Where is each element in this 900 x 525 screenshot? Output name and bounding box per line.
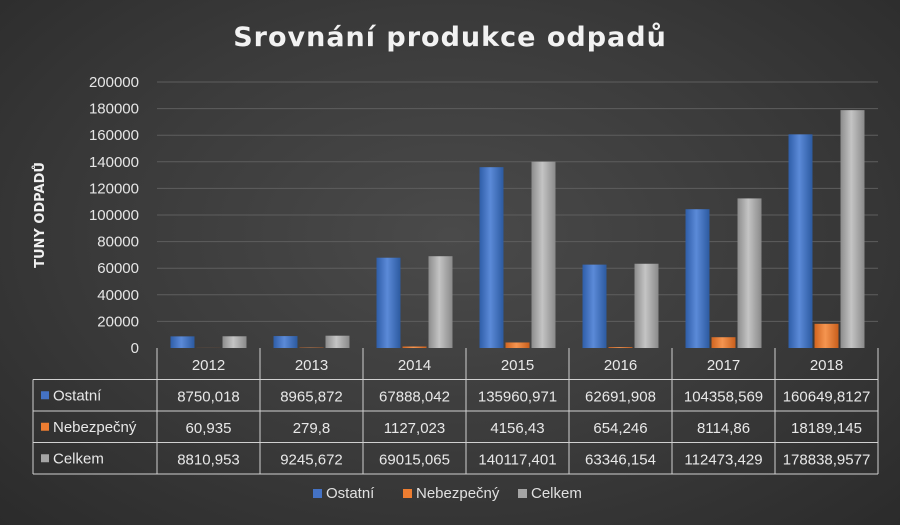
legend-key-nebezpečný (403, 489, 412, 498)
y-axis-ticks: 0 20000 40000 60000 80000 100000 120000 140000 1… (89, 74, 139, 357)
y-tick-label: 160000 (89, 127, 139, 144)
data-label: 9245,672 (280, 451, 343, 468)
legend-label: Celkem (531, 485, 582, 502)
data-label: 1127,023 (384, 420, 445, 437)
data-label: 135960,971 (478, 388, 557, 405)
data-label: 279,8 (293, 420, 331, 437)
y-axis-label: TUNY ODPADŮ (32, 162, 48, 268)
y-tick-label: 200000 (89, 74, 139, 91)
bar-nebezpečný-2014 (402, 346, 427, 348)
legend-label: Ostatní (326, 485, 375, 502)
legend: Ostatní Nebezpečný Celkem (313, 485, 582, 502)
y-tick-label: 140000 (89, 154, 139, 171)
y-tick-label: 0 (131, 340, 139, 357)
data-label: 18189,145 (791, 420, 862, 437)
data-label: 8810,953 (177, 451, 240, 468)
table-row-label: Celkem (53, 450, 104, 467)
legend-key-ostatní (313, 489, 322, 498)
bar-ostatní-2017 (685, 209, 710, 348)
data-table: 2012 2013 2014 2015 2016 2017 2018 Ostatní 8750,… (32, 348, 879, 475)
bar-celkem-2014 (428, 256, 453, 348)
bar-nebezpečný-2016 (608, 347, 633, 348)
y-tick-label: 180000 (89, 101, 139, 118)
gridlines (157, 81, 878, 322)
data-label: 654,246 (593, 420, 647, 437)
y-tick-label: 20000 (97, 313, 139, 330)
data-label: 8965,872 (280, 388, 343, 405)
bars (170, 110, 865, 348)
data-label: 69015,065 (379, 451, 450, 468)
x-tick-label: 2016 (604, 357, 637, 374)
data-label: 160649,8127 (783, 388, 871, 405)
data-label: 178838,9577 (783, 451, 871, 468)
x-tick-label: 2014 (398, 357, 431, 374)
table-row-label: Ostatní (53, 387, 102, 404)
y-tick-label: 60000 (97, 260, 139, 277)
bar-nebezpečný-2018 (814, 323, 839, 348)
legend-label: Nebezpečný (416, 485, 500, 502)
data-label: 63346,154 (585, 451, 656, 468)
table-legend-key (41, 422, 49, 431)
y-tick-label: 80000 (97, 234, 139, 251)
legend-key-celkem (518, 489, 527, 498)
data-label: 60,935 (186, 420, 232, 437)
bar-nebezpečný-2017 (711, 337, 736, 348)
y-tick-label: 40000 (97, 287, 139, 304)
bar-nebezpečný-2015 (505, 342, 530, 348)
bar-celkem-2012 (222, 336, 247, 348)
bar-celkem-2015 (531, 161, 556, 348)
x-tick-label: 2017 (707, 357, 740, 374)
table-row-label: Nebezpečný (53, 419, 137, 436)
bar-celkem-2017 (737, 198, 762, 348)
chart-title: Srovnání produkce odpadů (233, 22, 667, 53)
bar-ostatní-2015 (479, 167, 504, 348)
bar-ostatní-2014 (376, 257, 401, 348)
y-tick-label: 100000 (89, 207, 139, 224)
x-tick-label: 2012 (192, 357, 225, 374)
bar-celkem-2016 (634, 263, 659, 348)
x-tick-label: 2013 (295, 357, 328, 374)
y-tick-label: 120000 (89, 180, 139, 197)
data-label: 67888,042 (379, 388, 450, 405)
data-label: 112473,429 (684, 451, 762, 468)
bar-celkem-2013 (325, 335, 350, 348)
data-label: 8114,86 (697, 420, 750, 437)
x-tick-label: 2018 (810, 357, 843, 374)
data-label: 8750,018 (177, 388, 240, 405)
bar-ostatní-2016 (582, 264, 607, 348)
table-legend-key (41, 454, 49, 463)
data-label: 104358,569 (684, 388, 763, 405)
bar-ostatní-2012 (170, 336, 195, 348)
bar-ostatní-2018 (788, 134, 813, 348)
data-label: 62691,908 (585, 388, 656, 405)
bar-celkem-2018 (840, 110, 865, 348)
x-tick-label: 2015 (501, 357, 534, 374)
data-label: 4156,43 (490, 420, 544, 437)
bar-ostatní-2013 (273, 336, 298, 348)
data-label: 140117,401 (478, 451, 556, 468)
table-legend-key (41, 391, 49, 400)
